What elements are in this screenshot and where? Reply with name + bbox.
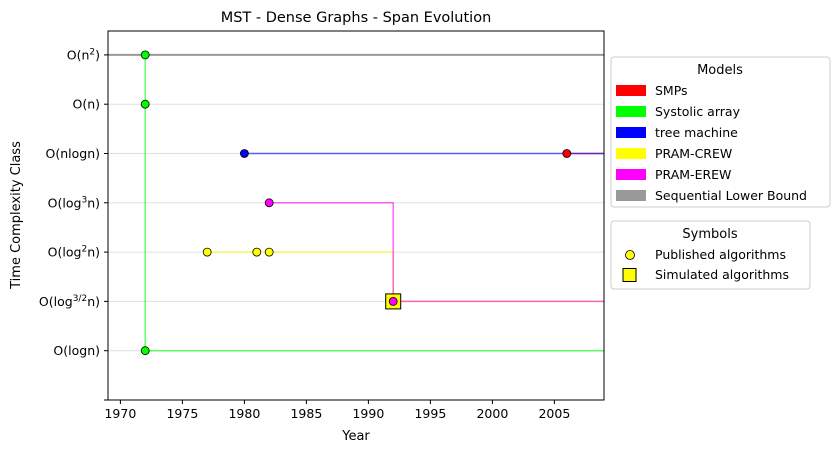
legend-entry-label: Published algorithms — [655, 247, 786, 262]
legend-swatch — [616, 127, 646, 138]
y-tick-label: O(log3n) — [48, 195, 100, 210]
data-point-published — [388, 296, 398, 306]
legend-entry-label: Sequential Lower Bound — [655, 188, 807, 203]
legend-symbols: Symbols Published algorithms Simulated al… — [610, 220, 811, 290]
legend-entry-label: Simulated algorithms — [655, 267, 789, 282]
legend-swatch — [616, 85, 646, 96]
y-tick-label: O(log2n) — [48, 245, 100, 260]
x-axis-label: Year — [341, 429, 370, 444]
legend-swatch — [616, 190, 646, 201]
data-points — [140, 50, 572, 356]
y-tick-label: O(logn) — [53, 343, 100, 358]
legend-entry-label: Systolic array — [655, 104, 741, 119]
chart-title: MST - Dense Graphs - Span Evolution — [221, 10, 492, 26]
y-tick-label: O(log3/2n) — [39, 294, 100, 309]
x-tick-label: 1990 — [352, 406, 384, 421]
legend-entry-label: PRAM-CREW — [655, 146, 732, 161]
legend-entry-label: tree machine — [655, 125, 738, 140]
legend-entry-label: PRAM-EREW — [655, 167, 731, 182]
legend-models: Models SMPs Systolic array tree machine PRA… — [610, 56, 831, 208]
series-line-pram-crew — [207, 251, 604, 303]
legend-symbol-circle — [625, 250, 635, 260]
data-point-published — [140, 99, 150, 109]
series-line-pram-erew — [269, 202, 604, 303]
data-point-published — [140, 50, 150, 60]
x-tick-label: 2005 — [538, 406, 570, 421]
data-point-published — [140, 346, 150, 356]
data-point-published — [252, 247, 262, 257]
data-point-published — [202, 247, 212, 257]
legend-models-title: Models — [697, 63, 743, 78]
x-tick-label: 1980 — [228, 406, 260, 421]
y-axis-ticks: O(logn) O(log3/2n) O(log2n) O(log3n) O(nlogn… — [39, 47, 108, 401]
data-point-published — [239, 149, 249, 158]
x-tick-label: 1995 — [414, 406, 446, 421]
data-point-published — [264, 198, 274, 208]
x-tick-label: 1985 — [290, 406, 322, 421]
legend-swatch — [616, 169, 646, 180]
plot-area-frame — [107, 30, 605, 401]
legend-symbols-title: Symbols — [682, 227, 737, 242]
y-tick-label: O(nlogn) — [46, 146, 101, 161]
x-tick-label: 2000 — [476, 406, 508, 421]
legend-symbol-square — [622, 268, 637, 282]
y-tick-label: O(n) — [72, 97, 100, 112]
legend-swatch — [616, 148, 646, 159]
legend-entry-label: SMPs — [655, 83, 688, 98]
data-point-published — [562, 149, 572, 158]
y-tick-label: O(n2) — [67, 47, 100, 62]
data-point-published — [264, 247, 274, 257]
x-tick-label: 1975 — [166, 406, 198, 421]
x-axis-ticks: 1970 1975 1980 1985 1990 1995 2000 2005 — [104, 400, 570, 421]
legend-swatch — [616, 106, 646, 117]
y-axis-label: Time Complexity Class — [9, 141, 24, 290]
x-tick-label: 1970 — [104, 406, 136, 421]
